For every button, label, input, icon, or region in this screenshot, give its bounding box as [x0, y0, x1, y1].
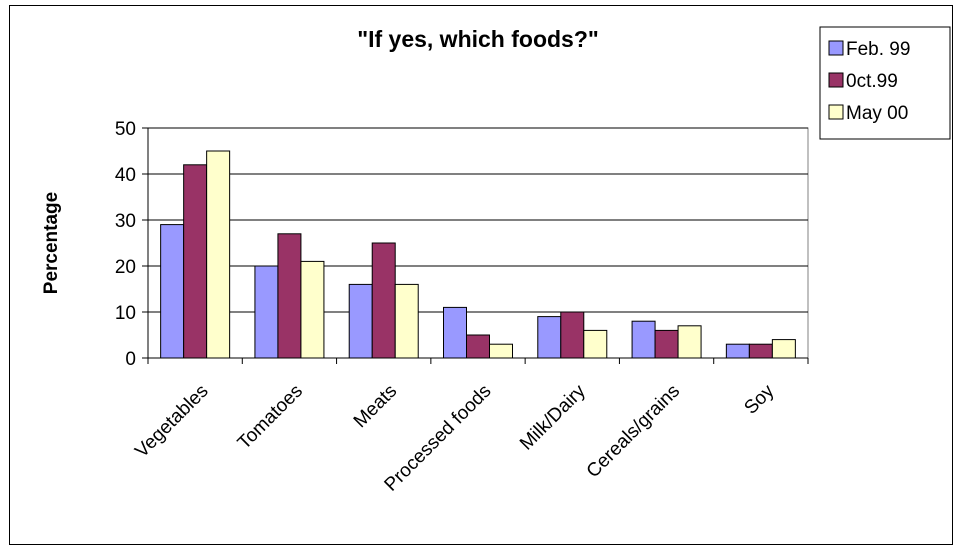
bar: [371, 242, 396, 359]
bar: [583, 329, 608, 359]
legend-label: 0ct.99: [846, 71, 898, 92]
bar: [160, 224, 185, 359]
bar: [277, 233, 302, 359]
bar: [443, 306, 467, 359]
y-tick-label: 50: [115, 119, 136, 140]
bar: [725, 343, 750, 359]
legend-swatch: [828, 40, 844, 56]
legend-label: May 00: [846, 103, 908, 124]
legend-label: Feb. 99: [846, 39, 910, 60]
bar: [631, 320, 656, 359]
bar: [348, 283, 373, 359]
plot-background: [147, 127, 809, 359]
bar: [677, 325, 702, 359]
y-tick-label: 40: [115, 165, 136, 186]
legend-swatch: [828, 72, 844, 88]
bar: [748, 343, 773, 359]
x-category-label: Meats: [350, 381, 401, 432]
x-category-label: Cereals/grains: [583, 381, 684, 482]
legend-swatch: [828, 104, 844, 120]
bar-chart: "If yes, which foods?" Percentage 0 10 20 3…: [41, 26, 951, 496]
x-category-label: Milk/Dairy: [516, 380, 590, 454]
bar: [654, 329, 679, 359]
bar: [206, 150, 231, 359]
bar: [537, 316, 562, 359]
y-tick-label: 0: [125, 349, 136, 370]
bar: [771, 339, 796, 359]
chart-title: "If yes, which foods?": [357, 26, 599, 52]
bar: [394, 283, 419, 359]
x-category-label: Soy: [740, 380, 778, 418]
bar: [300, 260, 325, 359]
bar: [489, 343, 513, 359]
bar: [254, 265, 279, 359]
y-axis-label: Percentage: [41, 192, 62, 294]
y-tick-label: 20: [115, 257, 136, 278]
x-category-label: Vegetables: [131, 381, 212, 462]
bar: [560, 311, 585, 359]
bar: [466, 334, 490, 359]
legend: Feb. 99 0ct.99 May 00: [819, 26, 951, 140]
bar: [183, 164, 208, 359]
y-tick-label: 30: [115, 211, 136, 232]
y-tick-label: 10: [115, 303, 136, 324]
x-category-label: Tomatoes: [234, 381, 307, 454]
